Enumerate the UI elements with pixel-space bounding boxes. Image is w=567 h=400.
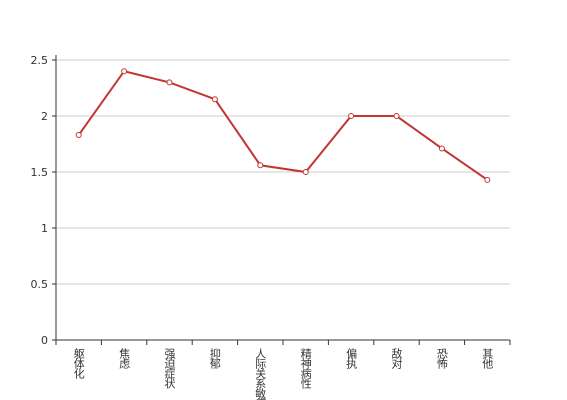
point	[257, 162, 264, 169]
y-tick-label: 0	[41, 334, 48, 347]
y-tick-label: 1	[41, 222, 48, 235]
x-tick-label: 抑郁	[208, 347, 221, 369]
y-tick-label: 0.5	[31, 278, 49, 291]
y-tick-label: 2.5	[31, 54, 49, 67]
x-tick-label: 敌对	[390, 347, 403, 369]
point	[211, 96, 218, 103]
x-tick-label: 焦虑	[118, 348, 131, 369]
line	[77, 70, 488, 181]
x-tick-label: 偏执	[345, 347, 358, 370]
y-tick-label: 2	[41, 110, 48, 123]
point	[438, 145, 445, 152]
point	[302, 169, 309, 175]
x-tick-label: 恐怖	[435, 348, 448, 369]
point	[393, 113, 400, 119]
x-tick-label: 精神病性	[299, 348, 312, 390]
point	[484, 176, 491, 183]
point	[121, 68, 128, 75]
x-tick-label: 躯体化	[72, 348, 85, 380]
point	[348, 113, 355, 119]
x-tick-label: 强迫症状	[163, 348, 176, 389]
x-tick-label: 其他	[481, 348, 494, 369]
y-tick-label: 1.5	[31, 166, 49, 179]
point	[75, 132, 82, 139]
x-tick-label: 人际关系敏感	[254, 348, 267, 400]
point	[166, 79, 173, 86]
